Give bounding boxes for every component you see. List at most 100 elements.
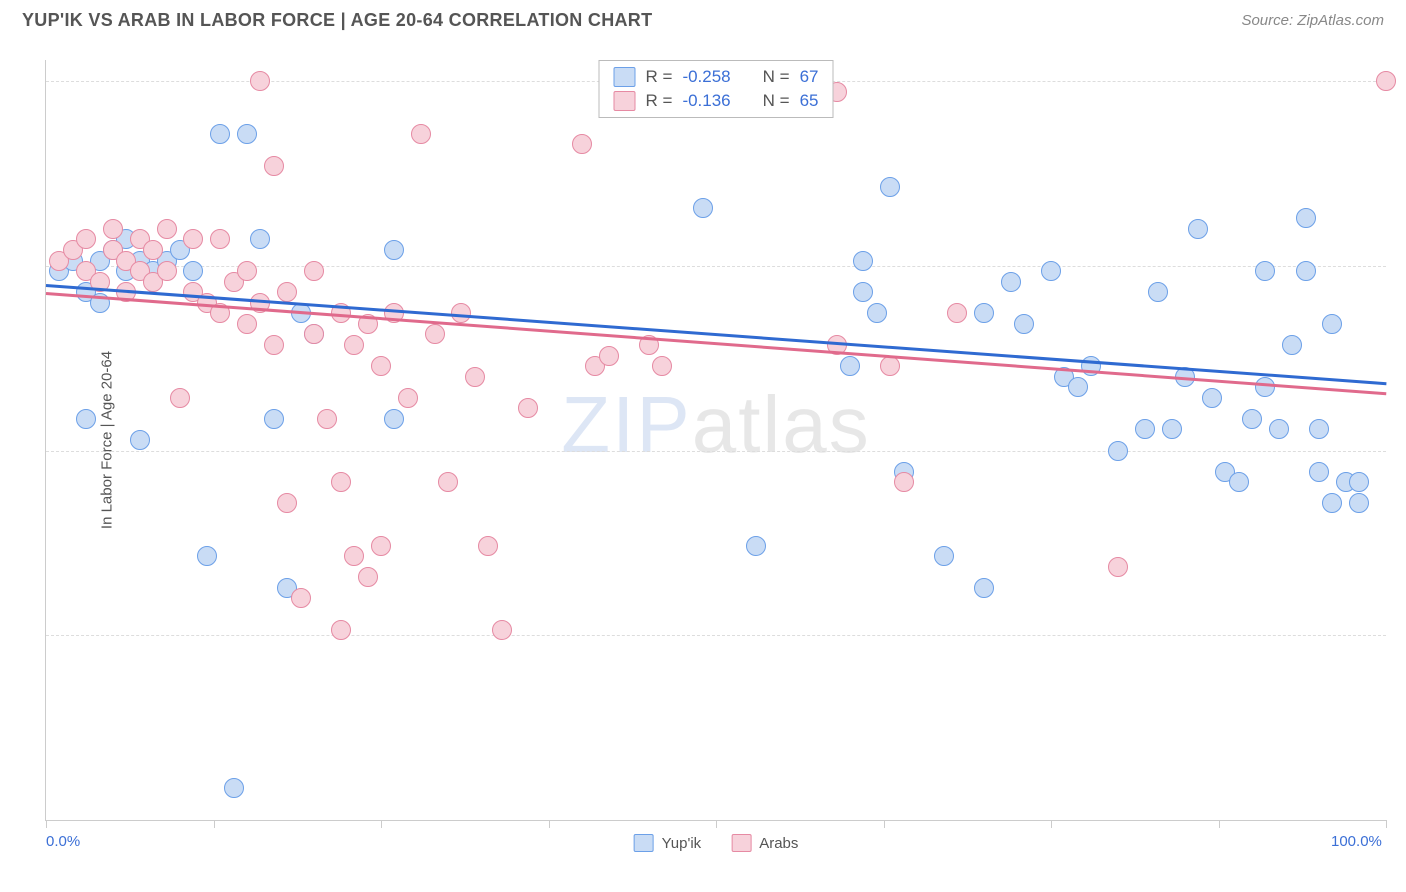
data-point (1322, 314, 1342, 334)
legend-item: Arabs (731, 834, 798, 852)
data-point (304, 261, 324, 281)
data-point (1322, 493, 1342, 513)
data-point (599, 346, 619, 366)
scatter-chart: In Labor Force | Age 20-64 ZIPatlas 100.… (45, 60, 1386, 821)
data-point (398, 388, 418, 408)
data-point (934, 546, 954, 566)
data-point (291, 588, 311, 608)
gridline (46, 451, 1386, 452)
data-point (947, 303, 967, 323)
stat-r-value: -0.258 (682, 67, 730, 87)
data-point (652, 356, 672, 376)
data-point (237, 314, 257, 334)
stat-n-value: 65 (800, 91, 819, 111)
data-point (103, 219, 123, 239)
data-point (157, 219, 177, 239)
trend-line (46, 292, 1386, 395)
data-point (1282, 335, 1302, 355)
data-point (76, 409, 96, 429)
x-tick (1051, 820, 1052, 828)
data-point (371, 356, 391, 376)
data-point (384, 240, 404, 260)
data-point (693, 198, 713, 218)
stat-r-label: R = (646, 67, 673, 87)
data-point (197, 546, 217, 566)
chart-legend: Yup'ik Arabs (634, 834, 799, 852)
data-point (1296, 208, 1316, 228)
data-point (157, 261, 177, 281)
data-point (425, 324, 445, 344)
data-point (1269, 419, 1289, 439)
data-point (210, 229, 230, 249)
x-axis-label: 0.0% (46, 833, 80, 850)
data-point (130, 430, 150, 450)
data-point (331, 472, 351, 492)
data-point (371, 536, 391, 556)
trend-line (46, 284, 1386, 385)
data-point (304, 324, 324, 344)
data-point (264, 156, 284, 176)
x-tick (716, 820, 717, 828)
stats-row: R = -0.258 N = 67 (614, 65, 819, 89)
data-point (358, 567, 378, 587)
data-point (465, 367, 485, 387)
data-point (518, 398, 538, 418)
data-point (210, 124, 230, 144)
data-point (237, 124, 257, 144)
legend-swatch (634, 834, 654, 852)
data-point (867, 303, 887, 323)
data-point (250, 229, 270, 249)
data-point (853, 251, 873, 271)
data-point (1229, 472, 1249, 492)
data-point (277, 282, 297, 302)
data-point (250, 71, 270, 91)
x-tick (884, 820, 885, 828)
data-point (384, 409, 404, 429)
data-point (331, 620, 351, 640)
watermark: ZIPatlas (561, 379, 870, 471)
series-swatch (614, 91, 636, 111)
legend-item: Yup'ik (634, 834, 702, 852)
data-point (1349, 472, 1369, 492)
data-point (170, 388, 190, 408)
x-tick (381, 820, 382, 828)
data-point (1202, 388, 1222, 408)
data-point (1068, 377, 1088, 397)
legend-swatch (731, 834, 751, 852)
x-tick (1219, 820, 1220, 828)
data-point (880, 177, 900, 197)
stat-n-label: N = (763, 67, 790, 87)
data-point (1108, 557, 1128, 577)
correlation-stats-box: R = -0.258N = 67R = -0.136N = 65 (599, 60, 834, 118)
data-point (183, 261, 203, 281)
data-point (840, 356, 860, 376)
data-point (974, 303, 994, 323)
legend-label: Yup'ik (662, 835, 702, 852)
x-tick (46, 820, 47, 828)
x-tick (214, 820, 215, 828)
data-point (880, 356, 900, 376)
data-point (1255, 261, 1275, 281)
y-axis-label: In Labor Force | Age 20-64 (99, 351, 116, 529)
x-axis-label: 100.0% (1331, 833, 1382, 850)
data-point (237, 261, 257, 281)
data-point (344, 546, 364, 566)
stat-r-label: R = (646, 91, 673, 111)
stat-n-value: 67 (800, 67, 819, 87)
data-point (478, 536, 498, 556)
data-point (411, 124, 431, 144)
gridline (46, 635, 1386, 636)
data-point (143, 240, 163, 260)
data-point (1309, 419, 1329, 439)
data-point (76, 229, 96, 249)
legend-label: Arabs (759, 835, 798, 852)
stat-n-label: N = (763, 91, 790, 111)
data-point (344, 335, 364, 355)
data-point (1309, 462, 1329, 482)
data-point (746, 536, 766, 556)
data-point (1296, 261, 1316, 281)
data-point (264, 409, 284, 429)
chart-header: YUP'IK VS ARAB IN LABOR FORCE | AGE 20-6… (0, 0, 1406, 31)
data-point (183, 229, 203, 249)
data-point (1255, 377, 1275, 397)
